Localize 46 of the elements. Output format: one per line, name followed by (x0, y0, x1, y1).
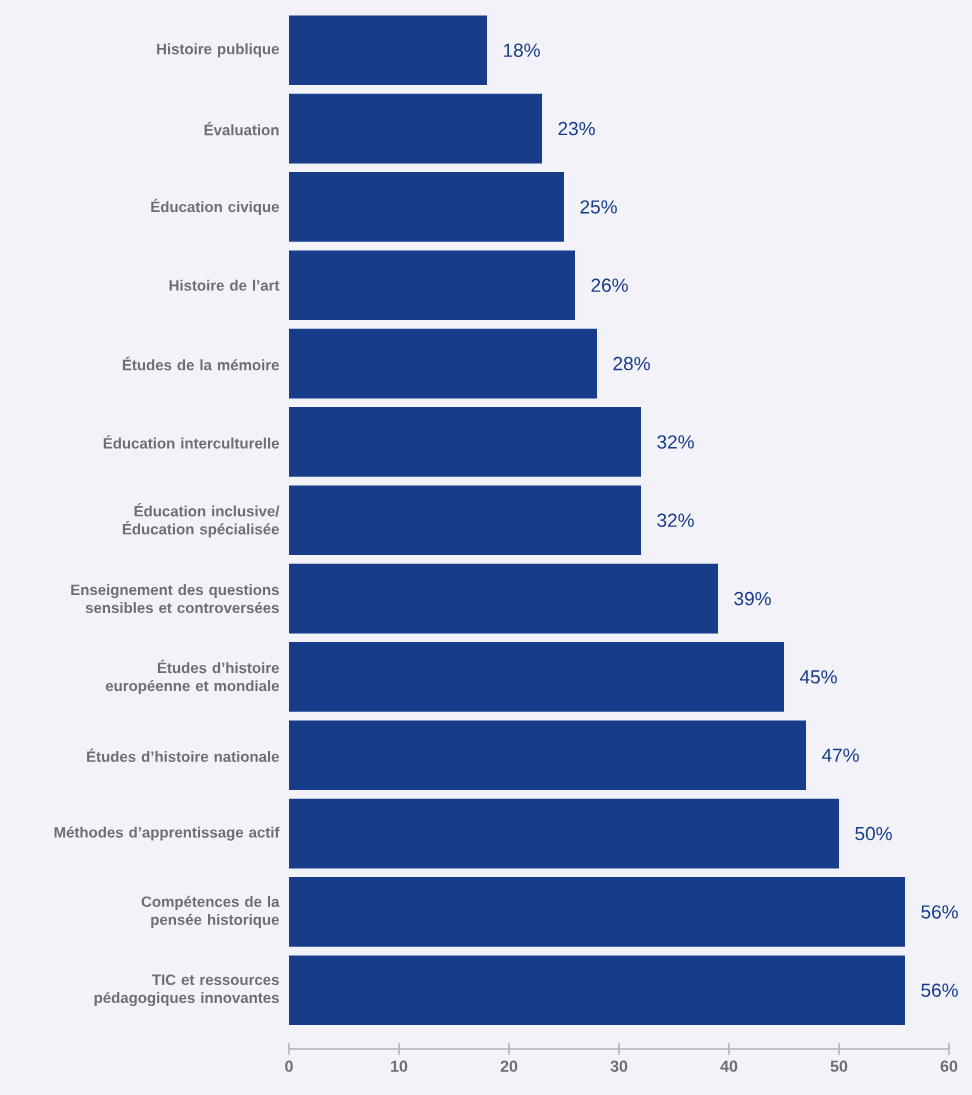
bar (289, 642, 784, 712)
bar (289, 93, 542, 164)
data-label: 32% (657, 435, 694, 449)
data-label: 18% (503, 43, 540, 57)
bar (289, 328, 597, 399)
x-tick-label: 0 (285, 1060, 293, 1072)
data-label: 50% (855, 826, 892, 841)
y-tick-label: Méthodes d’apprentissage actif (54, 826, 280, 841)
bar (289, 798, 839, 869)
bar (289, 955, 905, 1026)
bar (289, 720, 806, 791)
bar (289, 250, 575, 321)
bar (289, 407, 641, 477)
y-tick-label: Histoire publique (157, 43, 279, 58)
x-tick-label: 20 (500, 1060, 518, 1072)
x-tick-label: 60 (940, 1060, 958, 1072)
bar (289, 563, 718, 634)
data-label: 45% (799, 670, 837, 684)
bar (289, 877, 905, 947)
y-tick-label: Études de la mémoire (122, 356, 279, 371)
y-tick-label: Compétences de la pensée historique (141, 895, 280, 928)
y-tick-label: Évaluation (204, 121, 279, 136)
y-tick-label: Études d’histoire européenne et mondiale (105, 659, 279, 695)
data-label: 39% (734, 591, 771, 606)
data-label: 32% (657, 513, 694, 527)
y-tick-label: Histoire de l’art (169, 279, 280, 291)
data-label: 26% (591, 278, 628, 292)
bar (289, 485, 641, 556)
x-tick-label: 30 (610, 1060, 628, 1072)
data-label: 56% (921, 983, 958, 997)
bar (289, 15, 487, 86)
y-tick-label: Éducation civique (151, 198, 279, 216)
x-tick-label: 40 (720, 1060, 738, 1072)
data-label: 28% (613, 356, 650, 371)
data-label: 23% (558, 121, 595, 136)
bar (289, 172, 564, 242)
y-tick-label: Enseignement des questions sensibles et controversées (71, 584, 279, 614)
y-tick-label: TIC et ressources pédagogiques innovantes (94, 974, 279, 1007)
data-label: 47% (821, 748, 859, 762)
y-tick-label: Éducation interculturelle (103, 435, 279, 449)
x-tick-label: 10 (391, 1060, 408, 1072)
data-label: 56% (921, 905, 958, 919)
y-tick-label: Études d’histoire nationale (87, 748, 279, 762)
data-label: 25% (580, 200, 617, 214)
y-tick-label: Éducation inclusive/ Éducation spécialisée (122, 503, 280, 538)
x-tick-label: 50 (830, 1060, 848, 1072)
